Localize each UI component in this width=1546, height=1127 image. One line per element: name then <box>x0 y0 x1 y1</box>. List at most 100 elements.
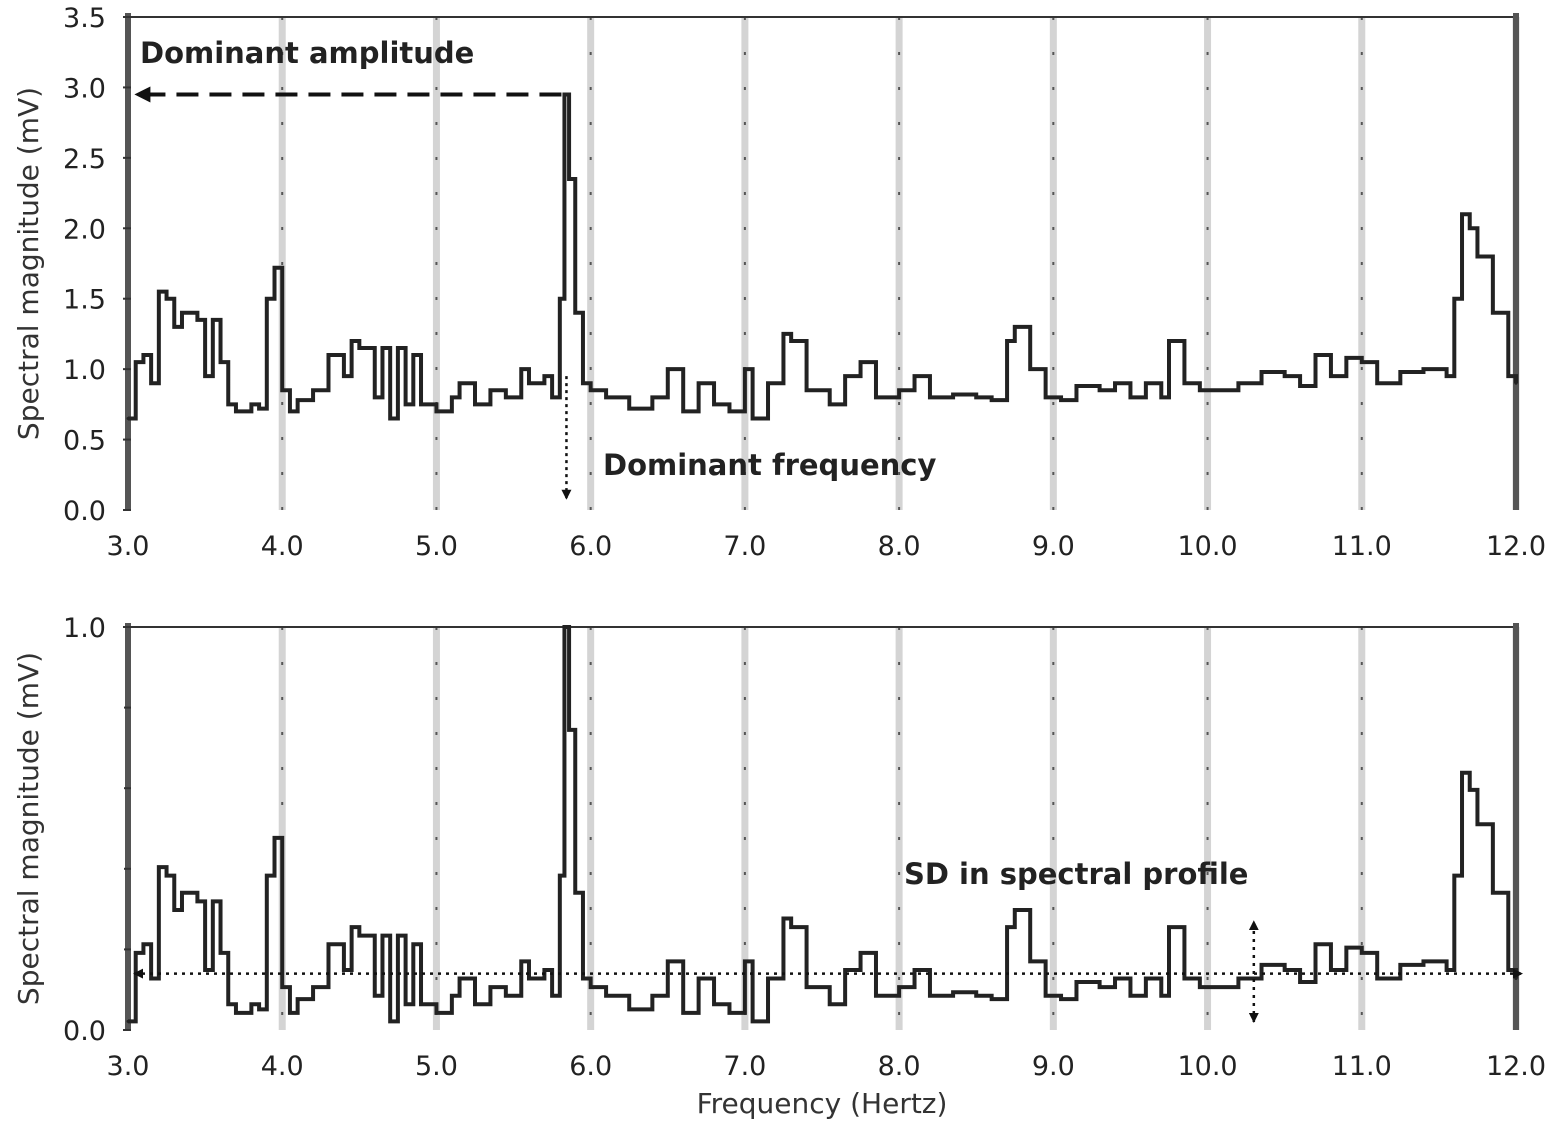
data-point <box>1398 963 1402 967</box>
data-point <box>789 925 793 929</box>
data-point <box>180 891 184 895</box>
data-point <box>928 395 932 399</box>
x-tick-label: 5.0 <box>415 1051 458 1082</box>
data-point <box>1182 977 1186 981</box>
data-point <box>342 968 346 972</box>
data-point <box>419 402 423 406</box>
data-point <box>697 381 701 385</box>
data-point <box>195 318 199 322</box>
data-point <box>527 977 531 981</box>
data-point <box>562 625 566 629</box>
dominant-frequency-label: Dominant frequency <box>603 448 936 482</box>
data-point <box>273 266 277 270</box>
data-point <box>1344 356 1348 360</box>
data-point <box>141 942 145 946</box>
data-point <box>913 968 917 972</box>
data-point <box>411 353 415 357</box>
data-point <box>1445 374 1449 378</box>
data-point <box>411 942 415 946</box>
data-point <box>859 951 863 955</box>
y-tick-label: 1.0 <box>63 355 106 386</box>
data-point <box>650 395 654 399</box>
data-point <box>380 346 384 350</box>
data-point <box>203 374 207 378</box>
y-tick-label: 0.0 <box>63 496 106 527</box>
data-point <box>134 951 138 955</box>
data-point <box>681 409 685 413</box>
data-point <box>1329 374 1333 378</box>
y-tick-label: 2.5 <box>63 144 106 175</box>
data-point <box>1460 771 1464 775</box>
data-point <box>581 977 585 981</box>
data-point <box>697 977 701 981</box>
data-point <box>974 395 978 399</box>
data-point <box>567 728 571 732</box>
data-point <box>126 416 130 420</box>
data-point <box>913 374 917 378</box>
data-point <box>234 1011 238 1015</box>
data-point <box>380 934 384 938</box>
data-point <box>1398 370 1402 374</box>
data-point <box>396 346 400 350</box>
data-point <box>396 934 400 938</box>
data-point <box>458 381 462 385</box>
data-point <box>357 346 361 350</box>
data-point <box>334 353 338 357</box>
data-point <box>1059 997 1063 1001</box>
data-point <box>1491 311 1495 315</box>
data-point <box>828 1002 832 1006</box>
x-tick-label: 7.0 <box>723 1051 766 1082</box>
data-point <box>627 1007 631 1011</box>
x-tick-label: 8.0 <box>878 531 921 562</box>
data-point <box>134 360 138 364</box>
data-point <box>450 395 454 399</box>
y-tick-label: 1.0 <box>63 613 106 644</box>
data-point <box>1506 374 1510 378</box>
data-point <box>1314 942 1318 946</box>
data-point <box>951 990 955 994</box>
data-point <box>1452 874 1456 878</box>
data-point <box>373 994 377 998</box>
x-tick-label: 11.0 <box>1332 1051 1392 1082</box>
data-point <box>897 985 901 989</box>
data-point <box>172 325 176 329</box>
data-point <box>126 1019 130 1023</box>
data-point <box>219 951 223 955</box>
data-point <box>1468 226 1472 230</box>
data-point <box>1144 977 1148 981</box>
data-point <box>257 1007 261 1011</box>
data-point <box>581 381 585 385</box>
data-point <box>550 994 554 998</box>
data-point <box>404 1002 408 1006</box>
data-point <box>1514 381 1518 385</box>
data-point <box>172 908 176 912</box>
data-point <box>1044 395 1048 399</box>
data-point <box>727 409 731 413</box>
data-point <box>1506 968 1510 972</box>
data-point <box>897 388 901 392</box>
data-point <box>1028 959 1032 963</box>
data-point <box>1144 381 1148 385</box>
data-point <box>473 402 477 406</box>
data-point <box>1421 367 1425 371</box>
y-tick-label: 3.0 <box>63 73 106 104</box>
data-point <box>1491 891 1495 895</box>
sd-label: SD in spectral profile <box>904 857 1248 891</box>
data-point <box>149 977 153 981</box>
data-point <box>458 977 462 981</box>
data-point <box>211 899 215 903</box>
data-point <box>666 367 670 371</box>
data-point <box>589 388 593 392</box>
data-point <box>1468 788 1472 792</box>
data-point <box>219 360 223 364</box>
data-point <box>249 1002 253 1006</box>
data-point <box>288 1011 292 1015</box>
data-point <box>203 968 207 972</box>
data-point <box>1159 994 1163 998</box>
data-point <box>226 402 230 406</box>
x-tick-label: 12.0 <box>1486 1051 1546 1082</box>
data-point <box>573 891 577 895</box>
data-point <box>751 1019 755 1023</box>
data-point <box>180 311 184 315</box>
x-tick-label: 3.0 <box>107 1051 150 1082</box>
